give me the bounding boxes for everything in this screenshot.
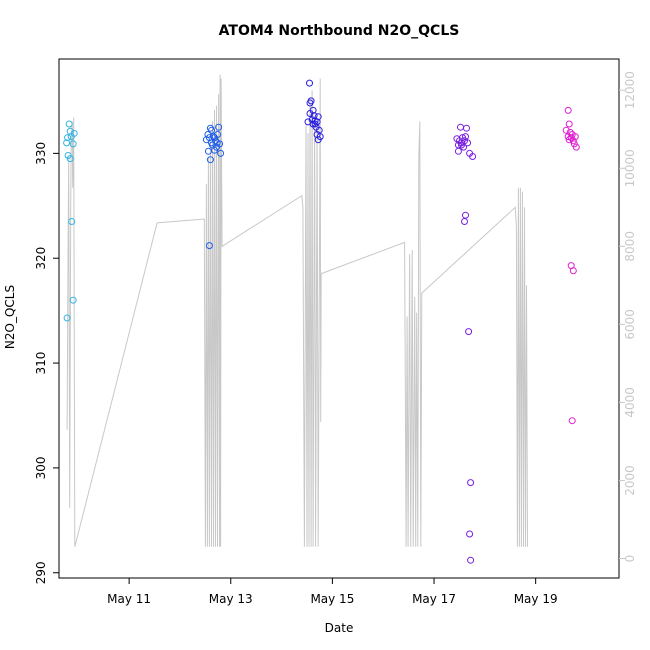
x-axis-label: Date: [325, 621, 354, 635]
y2-tick-label-4: 6000: [623, 309, 637, 340]
n2o-point-s4-14: [454, 147, 462, 155]
n2o-point-s4-17: [465, 328, 473, 336]
n2o-point-s5-2: [564, 133, 572, 141]
n2o-point-s4-9: [462, 133, 469, 141]
n2o-point-s4-16: [462, 211, 469, 219]
n2o-point-s5-11: [564, 106, 572, 114]
n2o-point-s5-4: [566, 128, 574, 136]
n2o-point-s2-18: [208, 126, 215, 134]
plot-box: [58, 58, 620, 579]
n2o-point-s4-13: [469, 153, 477, 160]
y2-tick-label-6: 10000: [623, 149, 637, 187]
n2o-point-s5-15: [565, 136, 573, 144]
n2o-point-s5-13: [569, 267, 577, 275]
x-tick-label-2: May 13: [209, 592, 253, 606]
n2o-point-s1-9: [70, 129, 78, 137]
n2o-point-s3-17: [313, 131, 321, 138]
n2o-point-s5-1: [562, 126, 570, 134]
y-tick-label-2: 300: [34, 456, 48, 479]
n2o-point-s1-7: [66, 155, 74, 163]
y2-tick-label-3: 4000: [623, 387, 637, 418]
y2-tick-label-7: 12000: [623, 71, 637, 109]
n2o-point-s3-1: [306, 79, 313, 87]
n2o-point-s4-21: [458, 141, 465, 149]
n2o-point-s1-8: [69, 140, 77, 148]
y-axis-label: N2O_QCLS: [3, 285, 17, 349]
n2o-point-s3-6: [310, 112, 318, 120]
n2o-point-s5-10: [572, 143, 580, 151]
y-tick-label-5: 330: [34, 142, 48, 165]
n2o-point-s2-15: [204, 147, 212, 155]
n2o-point-s2-7: [210, 133, 217, 141]
n2o-point-s3-18: [314, 136, 322, 144]
n2o-point-s3-13: [304, 118, 312, 126]
n2o-point-s1-10: [68, 218, 76, 225]
n2o-point-s2-14: [217, 149, 225, 157]
n2o-point-s4-10: [463, 124, 470, 132]
n2o-point-s3-9: [313, 118, 321, 126]
n2o-point-s3-14: [306, 99, 314, 107]
x-tick-label-4: May 17: [412, 592, 456, 606]
n2o-point-s1-1: [63, 139, 71, 147]
x-tick-label-1: May 11: [107, 592, 151, 606]
y2-tick-label-5: 8000: [623, 231, 637, 262]
n2o-point-s1-4: [66, 127, 74, 135]
n2o-point-s4-20: [467, 556, 475, 564]
x-tick-label-3: May 15: [310, 592, 354, 606]
y-tick-label-3: 310: [34, 352, 48, 375]
n2o-point-s5-9: [571, 133, 579, 141]
chart-title: ATOM4 Northbound N2O_QCLS: [219, 23, 460, 39]
n2o-point-s1-11: [63, 314, 71, 322]
y2-tick-label-1: 0: [623, 555, 637, 563]
n2o-point-s1-12: [69, 296, 77, 304]
n2o-point-s3-16: [311, 120, 319, 128]
x-axis: May 11 May 13 May 15 May 17 May 19: [107, 578, 558, 606]
n2o-point-s2-20: [213, 139, 221, 147]
y-axis-right-altitude: 0 2000 4000 6000 8000 10000 12000: [619, 71, 637, 562]
y-tick-label-4: 320: [34, 247, 48, 270]
y-tick-label-1: 290: [34, 561, 48, 584]
n2o-point-s2-17: [205, 242, 213, 250]
n2o-point-s4-11: [464, 139, 472, 147]
n2o-point-s2-16: [206, 156, 214, 164]
n2o-point-s3-15: [309, 106, 317, 114]
n2o-point-s2-12: [215, 123, 223, 131]
x-tick-label-5: May 19: [514, 592, 558, 606]
n2o-point-s1-3: [65, 120, 73, 128]
n2o-point-s4-19: [466, 530, 474, 538]
y-axis-left: 290 300 310 320 330: [34, 142, 59, 584]
n2o-point-s5-3: [565, 120, 573, 128]
n2o-point-s5-14: [568, 417, 576, 425]
y2-tick-label-2: 2000: [623, 465, 637, 496]
n2o-point-s4-18: [467, 479, 475, 487]
n2o-point-s5-7: [569, 137, 577, 145]
n2o-point-s3-10: [314, 113, 322, 121]
n2o-points-layer: [63, 79, 580, 564]
n2o-point-s1-2: [64, 134, 72, 142]
